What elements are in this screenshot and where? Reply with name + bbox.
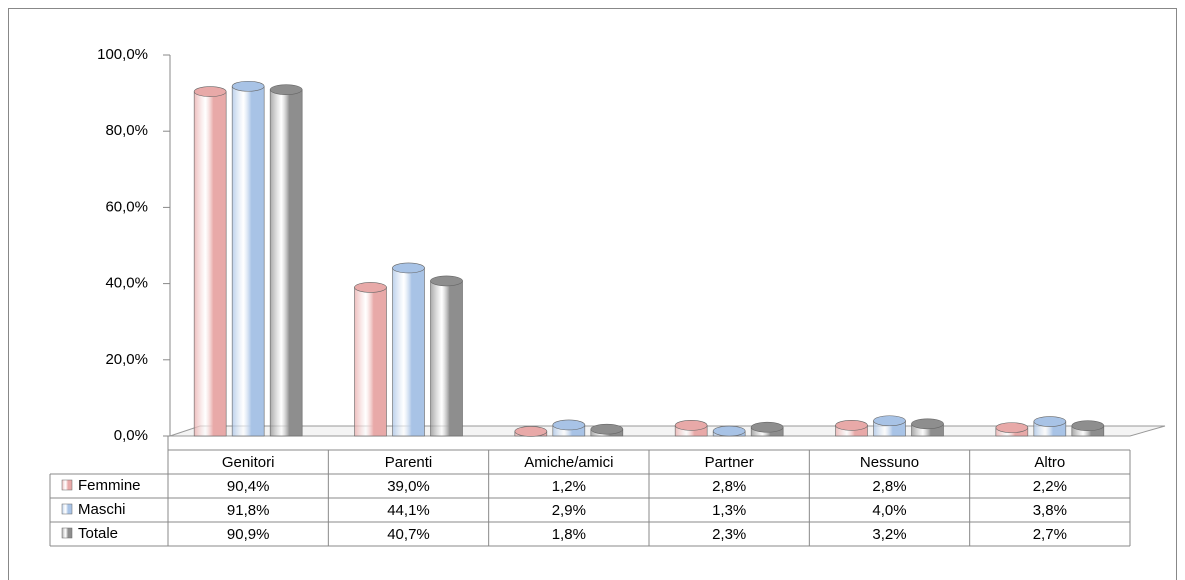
bar <box>392 267 425 437</box>
x-tick-label: Amiche/amici <box>524 454 613 471</box>
data-label: 90,4% <box>227 478 270 495</box>
y-tick-label: 80,0% <box>105 122 148 139</box>
bar-cap <box>1071 420 1105 432</box>
bar <box>231 85 265 437</box>
chart-frame <box>8 8 1177 580</box>
x-tick-label: Partner <box>705 454 754 471</box>
bar-cap <box>911 418 944 430</box>
data-label: 39,0% <box>387 478 430 495</box>
bar-cap <box>193 86 227 97</box>
data-label: 2,9% <box>552 502 586 519</box>
legend-marker <box>61 503 73 515</box>
legend-marker <box>61 479 73 491</box>
legend-label: Maschi <box>78 501 126 518</box>
data-label: 2,3% <box>712 526 746 543</box>
y-tick-label: 100,0% <box>97 46 148 63</box>
bar-cap <box>552 419 586 431</box>
data-label: 3,2% <box>872 526 906 543</box>
data-label: 1,8% <box>552 526 586 543</box>
data-label: 4,0% <box>872 502 906 519</box>
data-label: 91,8% <box>227 502 270 519</box>
y-tick-label: 20,0% <box>105 351 148 368</box>
legend-label: Femmine <box>78 477 141 494</box>
data-label: 2,2% <box>1033 478 1067 495</box>
legend-marker <box>61 527 73 539</box>
data-label: 1,2% <box>552 478 586 495</box>
x-tick-label: Parenti <box>385 454 433 471</box>
bar-cap <box>514 426 548 437</box>
bar-cap <box>750 421 784 433</box>
bar-cap <box>231 80 265 92</box>
data-label: 1,3% <box>712 502 746 519</box>
data-label: 3,8% <box>1033 502 1067 519</box>
data-label: 40,7% <box>387 526 430 543</box>
bar <box>269 89 303 437</box>
bar <box>354 287 387 437</box>
bar-cap <box>873 415 906 427</box>
bar-cap <box>674 420 708 431</box>
bar-cap <box>430 275 463 287</box>
bar-cap <box>392 262 425 274</box>
bar-cap <box>354 282 387 293</box>
x-tick-label: Altro <box>1034 454 1065 471</box>
y-tick-label: 60,0% <box>105 198 148 215</box>
bar-cap <box>712 425 746 437</box>
legend-label: Totale <box>78 525 118 542</box>
y-tick-label: 0,0% <box>114 427 148 444</box>
bar-cap <box>995 422 1029 433</box>
bar-cap <box>835 420 868 431</box>
bar-cap <box>269 84 303 95</box>
data-label: 2,8% <box>712 478 746 495</box>
y-tick-label: 40,0% <box>105 275 148 292</box>
bar-cap <box>590 423 624 435</box>
bar <box>193 91 227 437</box>
data-label: 90,9% <box>227 526 270 543</box>
bar <box>430 280 463 437</box>
data-label: 2,7% <box>1033 526 1067 543</box>
bar-cap <box>1033 416 1067 427</box>
data-label: 2,8% <box>872 478 906 495</box>
x-tick-label: Genitori <box>222 454 275 471</box>
data-label: 44,1% <box>387 502 430 519</box>
x-tick-label: Nessuno <box>860 454 919 471</box>
